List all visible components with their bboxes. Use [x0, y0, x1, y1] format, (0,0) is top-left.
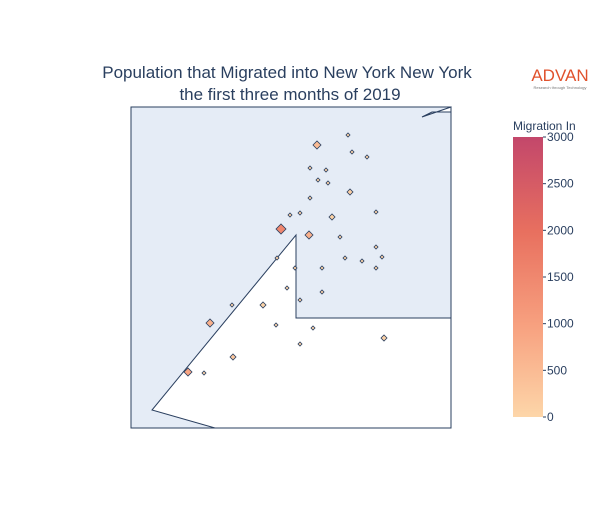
title-line: Population that Migrated into New York N… [102, 63, 472, 82]
region [273, 322, 279, 328]
region [379, 254, 385, 260]
region [312, 140, 322, 150]
colorbar [513, 137, 543, 417]
region [229, 353, 237, 361]
region [310, 325, 316, 331]
land [421, 106, 452, 118]
colorbar-title: Migration In [513, 119, 576, 133]
region [346, 188, 354, 196]
region [319, 265, 325, 271]
logo-name: ADVAN [531, 66, 588, 85]
region [380, 334, 388, 342]
region [307, 165, 313, 171]
region [287, 212, 293, 218]
region [229, 302, 235, 308]
colorbar-tick-label: 500 [547, 363, 567, 377]
colorbar-tick-label: 1500 [547, 270, 574, 284]
region [342, 255, 348, 261]
region [359, 258, 365, 264]
region [325, 180, 331, 186]
region [259, 301, 267, 309]
logo-tagline: Research through Technology [533, 85, 586, 90]
region [284, 285, 290, 291]
region [201, 370, 207, 376]
colorbar-tick-label: 3000 [547, 130, 574, 144]
region [297, 210, 303, 216]
region [275, 223, 287, 235]
colorbar-tick-label: 2500 [547, 177, 574, 191]
region [307, 195, 313, 201]
region [373, 244, 379, 250]
region [364, 154, 370, 160]
region [323, 167, 329, 173]
region [319, 289, 325, 295]
region [373, 209, 379, 215]
colorbar-tick-label: 0 [547, 410, 554, 424]
region [373, 265, 379, 271]
region [328, 213, 336, 221]
region [349, 149, 355, 155]
region [183, 367, 193, 377]
region [292, 265, 298, 271]
region [315, 177, 321, 183]
title-line: the first three months of 2019 [179, 85, 400, 104]
region [304, 230, 314, 240]
colorbar-tick-label: 2000 [547, 223, 574, 237]
region [337, 234, 343, 240]
region [345, 132, 351, 138]
region [297, 297, 303, 303]
region [205, 318, 215, 328]
region [297, 341, 303, 347]
colorbar-tick-label: 1000 [547, 317, 574, 331]
land [151, 233, 452, 429]
region [274, 255, 280, 261]
